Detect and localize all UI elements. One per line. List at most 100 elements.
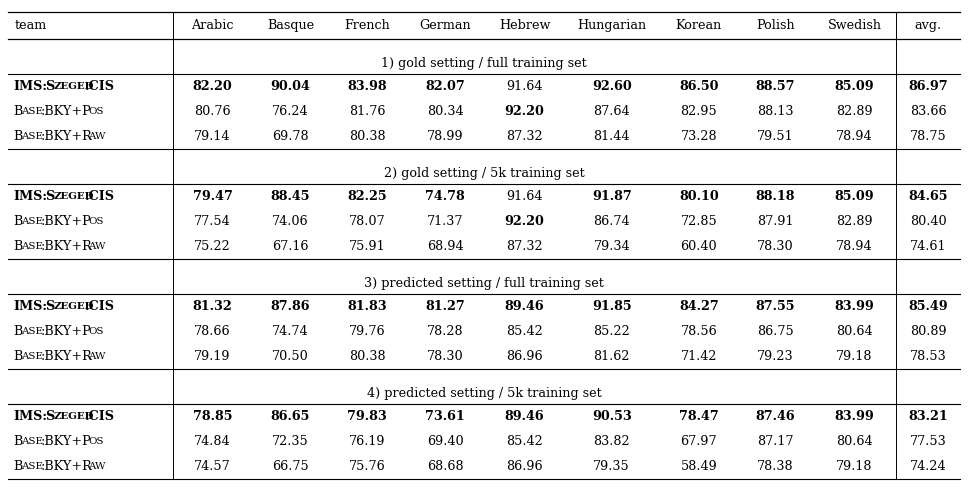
Text: S: S — [45, 410, 54, 423]
Text: B: B — [14, 325, 23, 338]
Text: Hungarian: Hungarian — [577, 19, 647, 32]
Text: :CIS: :CIS — [85, 80, 115, 93]
Text: 88.13: 88.13 — [757, 105, 794, 118]
Text: 77.53: 77.53 — [910, 435, 947, 448]
Text: :CIS: :CIS — [85, 410, 115, 423]
Text: 86.96: 86.96 — [506, 460, 543, 473]
Text: 1) gold setting / full training set: 1) gold setting / full training set — [381, 57, 587, 70]
Text: Polish: Polish — [756, 19, 795, 32]
Text: IMS:: IMS: — [14, 80, 47, 93]
Text: 78.94: 78.94 — [836, 240, 873, 253]
Text: 74.06: 74.06 — [272, 215, 309, 228]
Text: 78.66: 78.66 — [195, 325, 230, 338]
Text: 81.83: 81.83 — [348, 300, 387, 313]
Text: OS: OS — [88, 217, 104, 226]
Text: ZEGED: ZEGED — [53, 82, 94, 91]
Text: 86.75: 86.75 — [757, 325, 794, 338]
Text: 79.34: 79.34 — [593, 240, 630, 253]
Text: 80.64: 80.64 — [836, 435, 873, 448]
Text: AW: AW — [88, 132, 106, 141]
Text: :BKY+R: :BKY+R — [41, 460, 92, 473]
Text: ASE: ASE — [21, 217, 44, 226]
Text: 82.25: 82.25 — [348, 190, 387, 203]
Text: 80.38: 80.38 — [348, 350, 385, 363]
Text: 86.96: 86.96 — [506, 350, 543, 363]
Text: 78.56: 78.56 — [681, 325, 717, 338]
Text: 73.28: 73.28 — [681, 130, 717, 143]
Text: 67.97: 67.97 — [681, 435, 717, 448]
Text: 83.99: 83.99 — [834, 410, 874, 423]
Text: OS: OS — [88, 327, 104, 336]
Text: avg.: avg. — [915, 19, 942, 32]
Text: 4) predicted setting / 5k training set: 4) predicted setting / 5k training set — [367, 387, 601, 400]
Text: Hebrew: Hebrew — [499, 19, 551, 32]
Text: ASE: ASE — [21, 107, 44, 116]
Text: 80.64: 80.64 — [836, 325, 873, 338]
Text: 89.46: 89.46 — [504, 300, 544, 313]
Text: 75.91: 75.91 — [348, 240, 385, 253]
Text: S: S — [45, 80, 54, 93]
Text: S: S — [45, 300, 54, 313]
Text: Basque: Basque — [267, 19, 314, 32]
Text: 78.85: 78.85 — [193, 410, 232, 423]
Text: 79.35: 79.35 — [593, 460, 630, 473]
Text: 79.23: 79.23 — [757, 350, 794, 363]
Text: 79.18: 79.18 — [836, 460, 873, 473]
Text: 91.85: 91.85 — [592, 300, 631, 313]
Text: 80.40: 80.40 — [910, 215, 947, 228]
Text: IMS:: IMS: — [14, 410, 47, 423]
Text: 82.89: 82.89 — [836, 215, 873, 228]
Text: 80.76: 80.76 — [195, 105, 230, 118]
Text: 87.46: 87.46 — [755, 410, 795, 423]
Text: 83.21: 83.21 — [908, 410, 948, 423]
Text: 74.84: 74.84 — [195, 435, 230, 448]
Text: 82.07: 82.07 — [425, 80, 465, 93]
Text: 79.47: 79.47 — [193, 190, 232, 203]
Text: 87.91: 87.91 — [757, 215, 794, 228]
Text: 81.76: 81.76 — [348, 105, 385, 118]
Text: 79.19: 79.19 — [195, 350, 230, 363]
Text: 85.09: 85.09 — [834, 190, 874, 203]
Text: 85.22: 85.22 — [593, 325, 630, 338]
Text: :CIS: :CIS — [85, 300, 115, 313]
Text: 68.94: 68.94 — [427, 240, 464, 253]
Text: 58.49: 58.49 — [681, 460, 717, 473]
Text: 3) predicted setting / full training set: 3) predicted setting / full training set — [364, 277, 604, 290]
Text: 85.49: 85.49 — [908, 300, 948, 313]
Text: 91.64: 91.64 — [506, 190, 543, 203]
Text: 2) gold setting / 5k training set: 2) gold setting / 5k training set — [383, 167, 585, 180]
Text: 82.89: 82.89 — [836, 105, 873, 118]
Text: 79.51: 79.51 — [757, 130, 794, 143]
Text: IMS:: IMS: — [14, 300, 47, 313]
Text: 78.28: 78.28 — [427, 325, 464, 338]
Text: 74.78: 74.78 — [425, 190, 465, 203]
Text: German: German — [419, 19, 470, 32]
Text: :BKY+P: :BKY+P — [41, 105, 91, 118]
Text: OS: OS — [88, 107, 104, 116]
Text: 87.86: 87.86 — [271, 300, 311, 313]
Text: 83.98: 83.98 — [348, 80, 387, 93]
Text: ASE: ASE — [21, 327, 44, 336]
Text: B: B — [14, 130, 23, 143]
Text: 78.30: 78.30 — [427, 350, 464, 363]
Text: 92.60: 92.60 — [591, 80, 632, 93]
Text: 87.64: 87.64 — [593, 105, 630, 118]
Text: 88.45: 88.45 — [271, 190, 311, 203]
Text: 78.53: 78.53 — [910, 350, 947, 363]
Text: 87.17: 87.17 — [757, 435, 794, 448]
Text: 81.62: 81.62 — [593, 350, 630, 363]
Text: 90.53: 90.53 — [591, 410, 632, 423]
Text: :BKY+R: :BKY+R — [41, 350, 92, 363]
Text: 81.32: 81.32 — [193, 300, 232, 313]
Text: 86.74: 86.74 — [593, 215, 630, 228]
Text: 84.27: 84.27 — [679, 300, 719, 313]
Text: 71.37: 71.37 — [427, 215, 464, 228]
Text: 83.82: 83.82 — [593, 435, 630, 448]
Text: 92.20: 92.20 — [504, 215, 545, 228]
Text: 79.14: 79.14 — [195, 130, 230, 143]
Text: 82.95: 82.95 — [681, 105, 717, 118]
Text: ASE: ASE — [21, 352, 44, 361]
Text: 72.85: 72.85 — [681, 215, 717, 228]
Text: 91.64: 91.64 — [506, 80, 543, 93]
Text: B: B — [14, 435, 23, 448]
